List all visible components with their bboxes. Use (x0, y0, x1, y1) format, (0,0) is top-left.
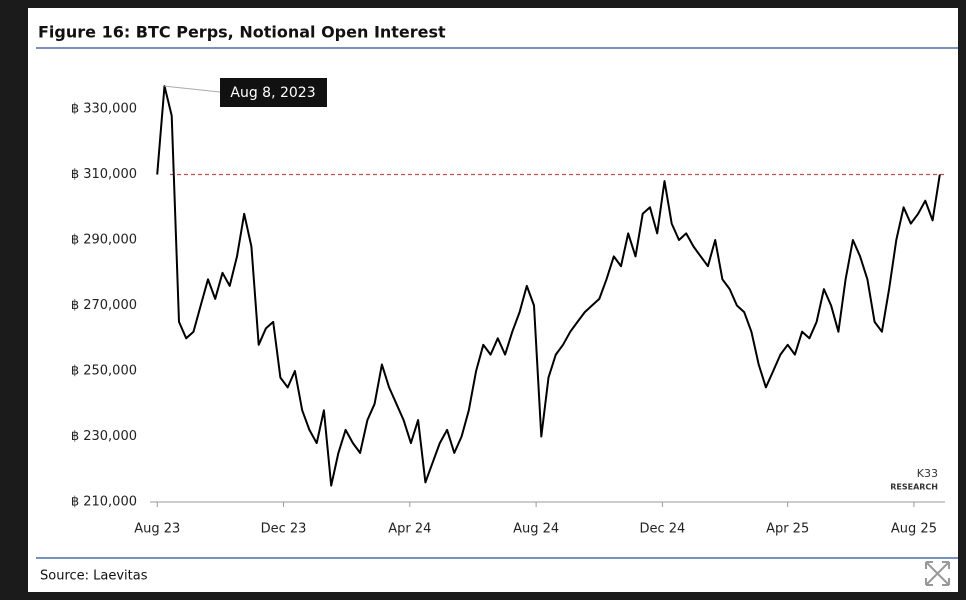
x-tick-label: Aug 24 (513, 522, 559, 537)
x-tick-label: Apr 24 (388, 522, 431, 537)
fullscreen-icon[interactable] (925, 561, 950, 586)
chart-title: Figure 16: BTC Perps, Notional Open Inte… (38, 23, 446, 42)
y-tick-label: ฿ 210,000 (71, 495, 137, 510)
source: Source: Laevitas (40, 569, 148, 584)
x-tick-label: Aug 25 (891, 522, 937, 537)
y-tick-label: ฿ 270,000 (71, 298, 137, 313)
x-tick-label: Apr 25 (766, 522, 809, 537)
y-tick-label: ฿ 290,000 (71, 233, 137, 248)
series-line (156, 85, 941, 487)
annotation-label: Aug 8, 2023 (230, 85, 315, 101)
y-tick-label: ฿ 230,000 (71, 429, 137, 444)
annotation-leader (164, 85, 221, 93)
x-tick-label: Dec 24 (639, 522, 685, 537)
y-tick-label: ฿ 330,000 (71, 102, 137, 117)
watermark: K33 (917, 467, 938, 480)
y-tick-label: ฿ 250,000 (71, 364, 137, 379)
annotation-box (220, 78, 327, 107)
watermark: RESEARCH (890, 483, 938, 492)
x-tick-label: Dec 23 (261, 522, 307, 537)
y-tick-label: ฿ 310,000 (71, 167, 137, 182)
x-tick-label: Aug 23 (134, 522, 180, 537)
panel (28, 8, 958, 592)
